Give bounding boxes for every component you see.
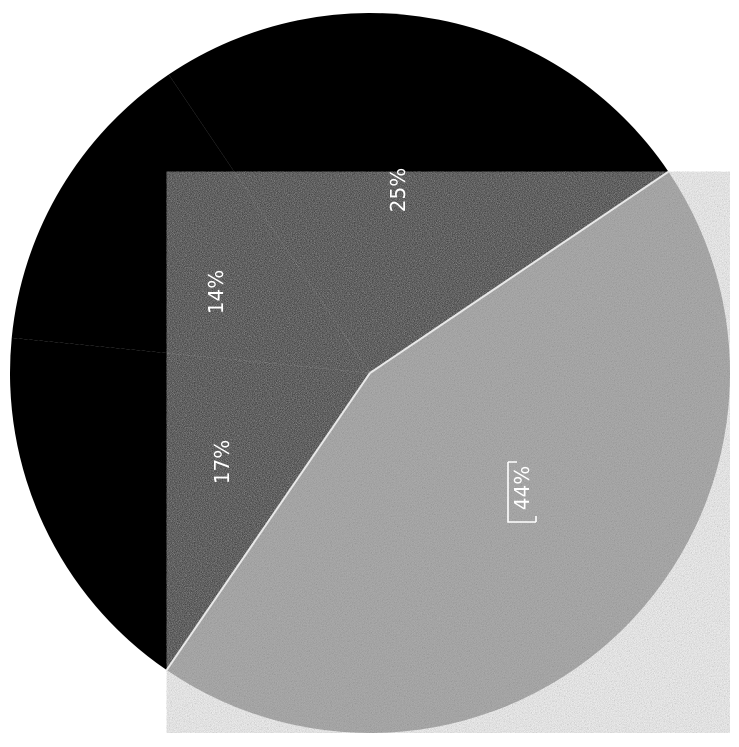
pie-labels: 25% 14% 17% 44% (204, 168, 537, 523)
pie-label-25: 25% (386, 168, 410, 212)
slice-separator-upper (369, 170, 670, 374)
pie-label-14: 14% (204, 270, 228, 314)
pie-label-17: 17% (210, 440, 234, 484)
pie-slices (9, 12, 730, 733)
pie-slice-14 (11, 74, 370, 373)
pie-slice-44 (166, 171, 730, 733)
pie-label-44-bracket (507, 461, 537, 523)
slice-separator-lower (165, 372, 371, 671)
pie-slice-17 (9, 337, 370, 671)
pie-slice-25 (168, 12, 669, 374)
pie-label-44: 44% (510, 466, 534, 510)
